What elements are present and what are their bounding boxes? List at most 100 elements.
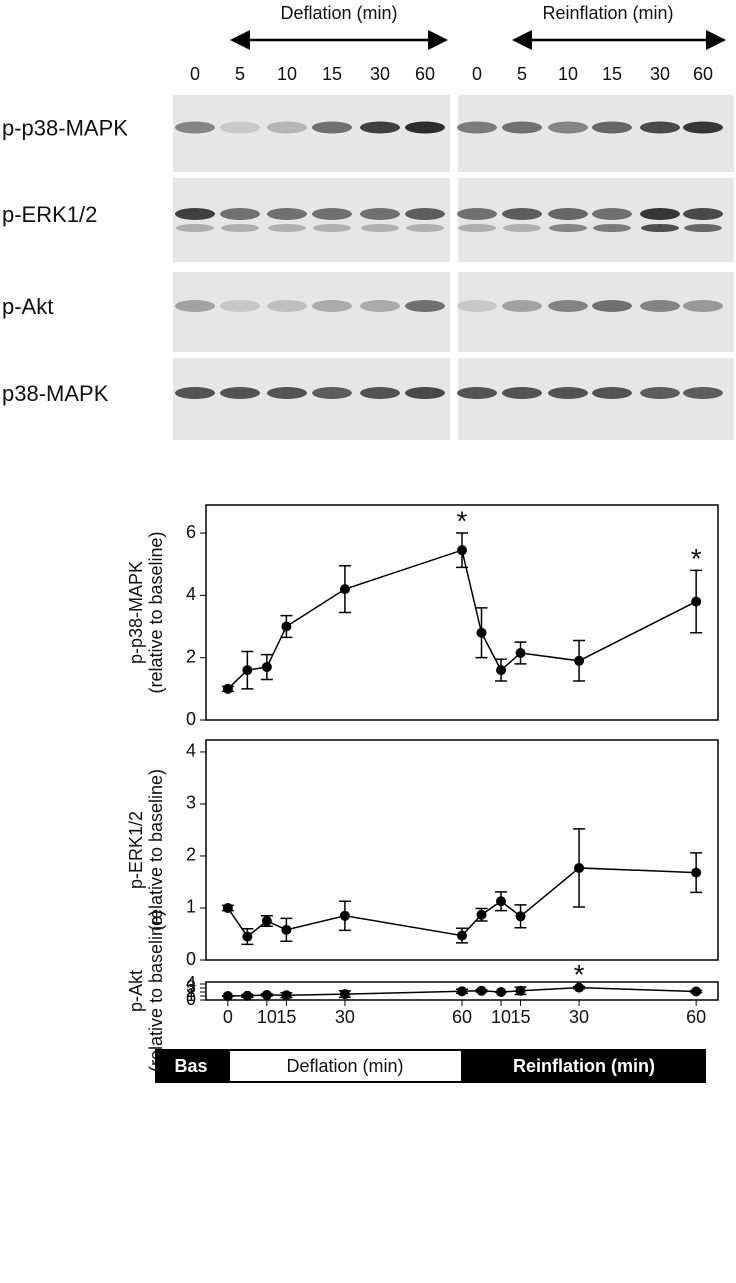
- band: [592, 387, 632, 399]
- point: [496, 665, 507, 676]
- band: [220, 208, 260, 220]
- band: [360, 121, 400, 134]
- y-tick-label: 3: [186, 793, 196, 813]
- timeline-label: Deflation (min): [286, 1056, 403, 1076]
- point: [476, 909, 487, 920]
- lane-label: 15: [602, 64, 622, 84]
- blot-panel: [458, 358, 734, 440]
- band: [548, 300, 588, 312]
- y-tick-label: 2: [186, 845, 196, 865]
- band: [175, 300, 215, 312]
- point: [457, 545, 467, 556]
- point: [476, 985, 487, 996]
- point: [691, 867, 702, 878]
- band: [592, 300, 632, 312]
- blot-panel: [173, 358, 450, 440]
- point: [691, 596, 702, 607]
- y-axis-label: p-ERK1/2: [126, 811, 146, 889]
- point: [339, 989, 350, 1000]
- y-axis-label: (relative to baseline): [146, 910, 166, 1072]
- y-tick-label: 0: [186, 709, 196, 729]
- band: [405, 300, 445, 312]
- band: [683, 121, 723, 134]
- point: [261, 989, 272, 1000]
- band: [593, 224, 631, 232]
- point: [222, 683, 233, 694]
- timeline-label: Bas: [174, 1056, 207, 1076]
- band: [548, 121, 588, 134]
- row-label: p-ERK1/2: [2, 202, 97, 227]
- series-line: [227, 549, 697, 690]
- y-tick-label: 0: [186, 949, 196, 969]
- x-tick-label: 15: [276, 1007, 296, 1027]
- band: [548, 208, 588, 220]
- x-tick-label: 10: [257, 1007, 277, 1027]
- annotation: *: [691, 543, 702, 574]
- lane-label: 5: [517, 64, 527, 84]
- band: [683, 300, 723, 312]
- band: [641, 224, 679, 232]
- point: [574, 862, 585, 873]
- point: [281, 924, 292, 935]
- point: [496, 896, 507, 907]
- point: [496, 987, 507, 997]
- y-tick-label: 0: [186, 989, 196, 1009]
- band: [406, 224, 444, 232]
- band: [361, 224, 399, 232]
- point: [281, 621, 292, 632]
- point: [261, 662, 272, 673]
- y-tick-label: 4: [186, 584, 196, 604]
- y-tick-label: 4: [186, 973, 196, 993]
- band: [405, 121, 445, 134]
- band: [549, 224, 587, 232]
- x-tick-label: 60: [452, 1007, 472, 1027]
- band: [457, 300, 497, 312]
- reinflation-header: Reinflation (min): [542, 3, 673, 23]
- band: [312, 208, 352, 220]
- lane-label: 10: [558, 64, 578, 84]
- lane-label: 30: [370, 64, 390, 84]
- point: [515, 985, 526, 996]
- band: [360, 387, 400, 399]
- band: [268, 224, 306, 232]
- band: [548, 387, 588, 399]
- point: [339, 584, 350, 595]
- band: [457, 121, 497, 134]
- band: [312, 387, 352, 399]
- band: [503, 224, 541, 232]
- lane-label: 5: [235, 64, 245, 84]
- timeline-bas: [155, 1049, 228, 1083]
- point: [515, 648, 526, 659]
- blot-panel: [458, 178, 734, 262]
- band: [220, 300, 260, 312]
- band: [592, 121, 632, 134]
- band: [175, 387, 215, 399]
- lane-label: 10: [277, 64, 297, 84]
- band: [502, 300, 542, 312]
- band: [405, 208, 445, 220]
- x-tick-label: 30: [335, 1007, 355, 1027]
- band: [175, 208, 215, 220]
- deflation-header: Deflation (min): [280, 3, 397, 23]
- band: [502, 208, 542, 220]
- point: [476, 627, 487, 638]
- lane-label: 0: [190, 64, 200, 84]
- y-axis-label: p-Akt: [126, 970, 146, 1012]
- point: [691, 986, 702, 997]
- lane-label: 30: [650, 64, 670, 84]
- lane-label: 15: [322, 64, 342, 84]
- y-tick-label: 1: [186, 985, 196, 1005]
- band: [220, 387, 260, 399]
- x-tick-label: 15: [511, 1007, 531, 1027]
- y-axis-label: (relative to baseline): [146, 531, 166, 693]
- y-tick-label: 2: [186, 646, 196, 666]
- band: [312, 121, 352, 134]
- y-tick-label: 2: [186, 981, 196, 1001]
- plot-frame: [205, 739, 719, 961]
- blot: p-p38-MAPK p-ERK1/2 p-Akt p38-MAPK 0 5 10 15 30 6…: [2, 64, 734, 440]
- band: [592, 208, 632, 220]
- point: [574, 655, 585, 666]
- y-axis-label: (relative to baseline): [146, 769, 166, 931]
- y-tick-label: 4: [186, 741, 196, 761]
